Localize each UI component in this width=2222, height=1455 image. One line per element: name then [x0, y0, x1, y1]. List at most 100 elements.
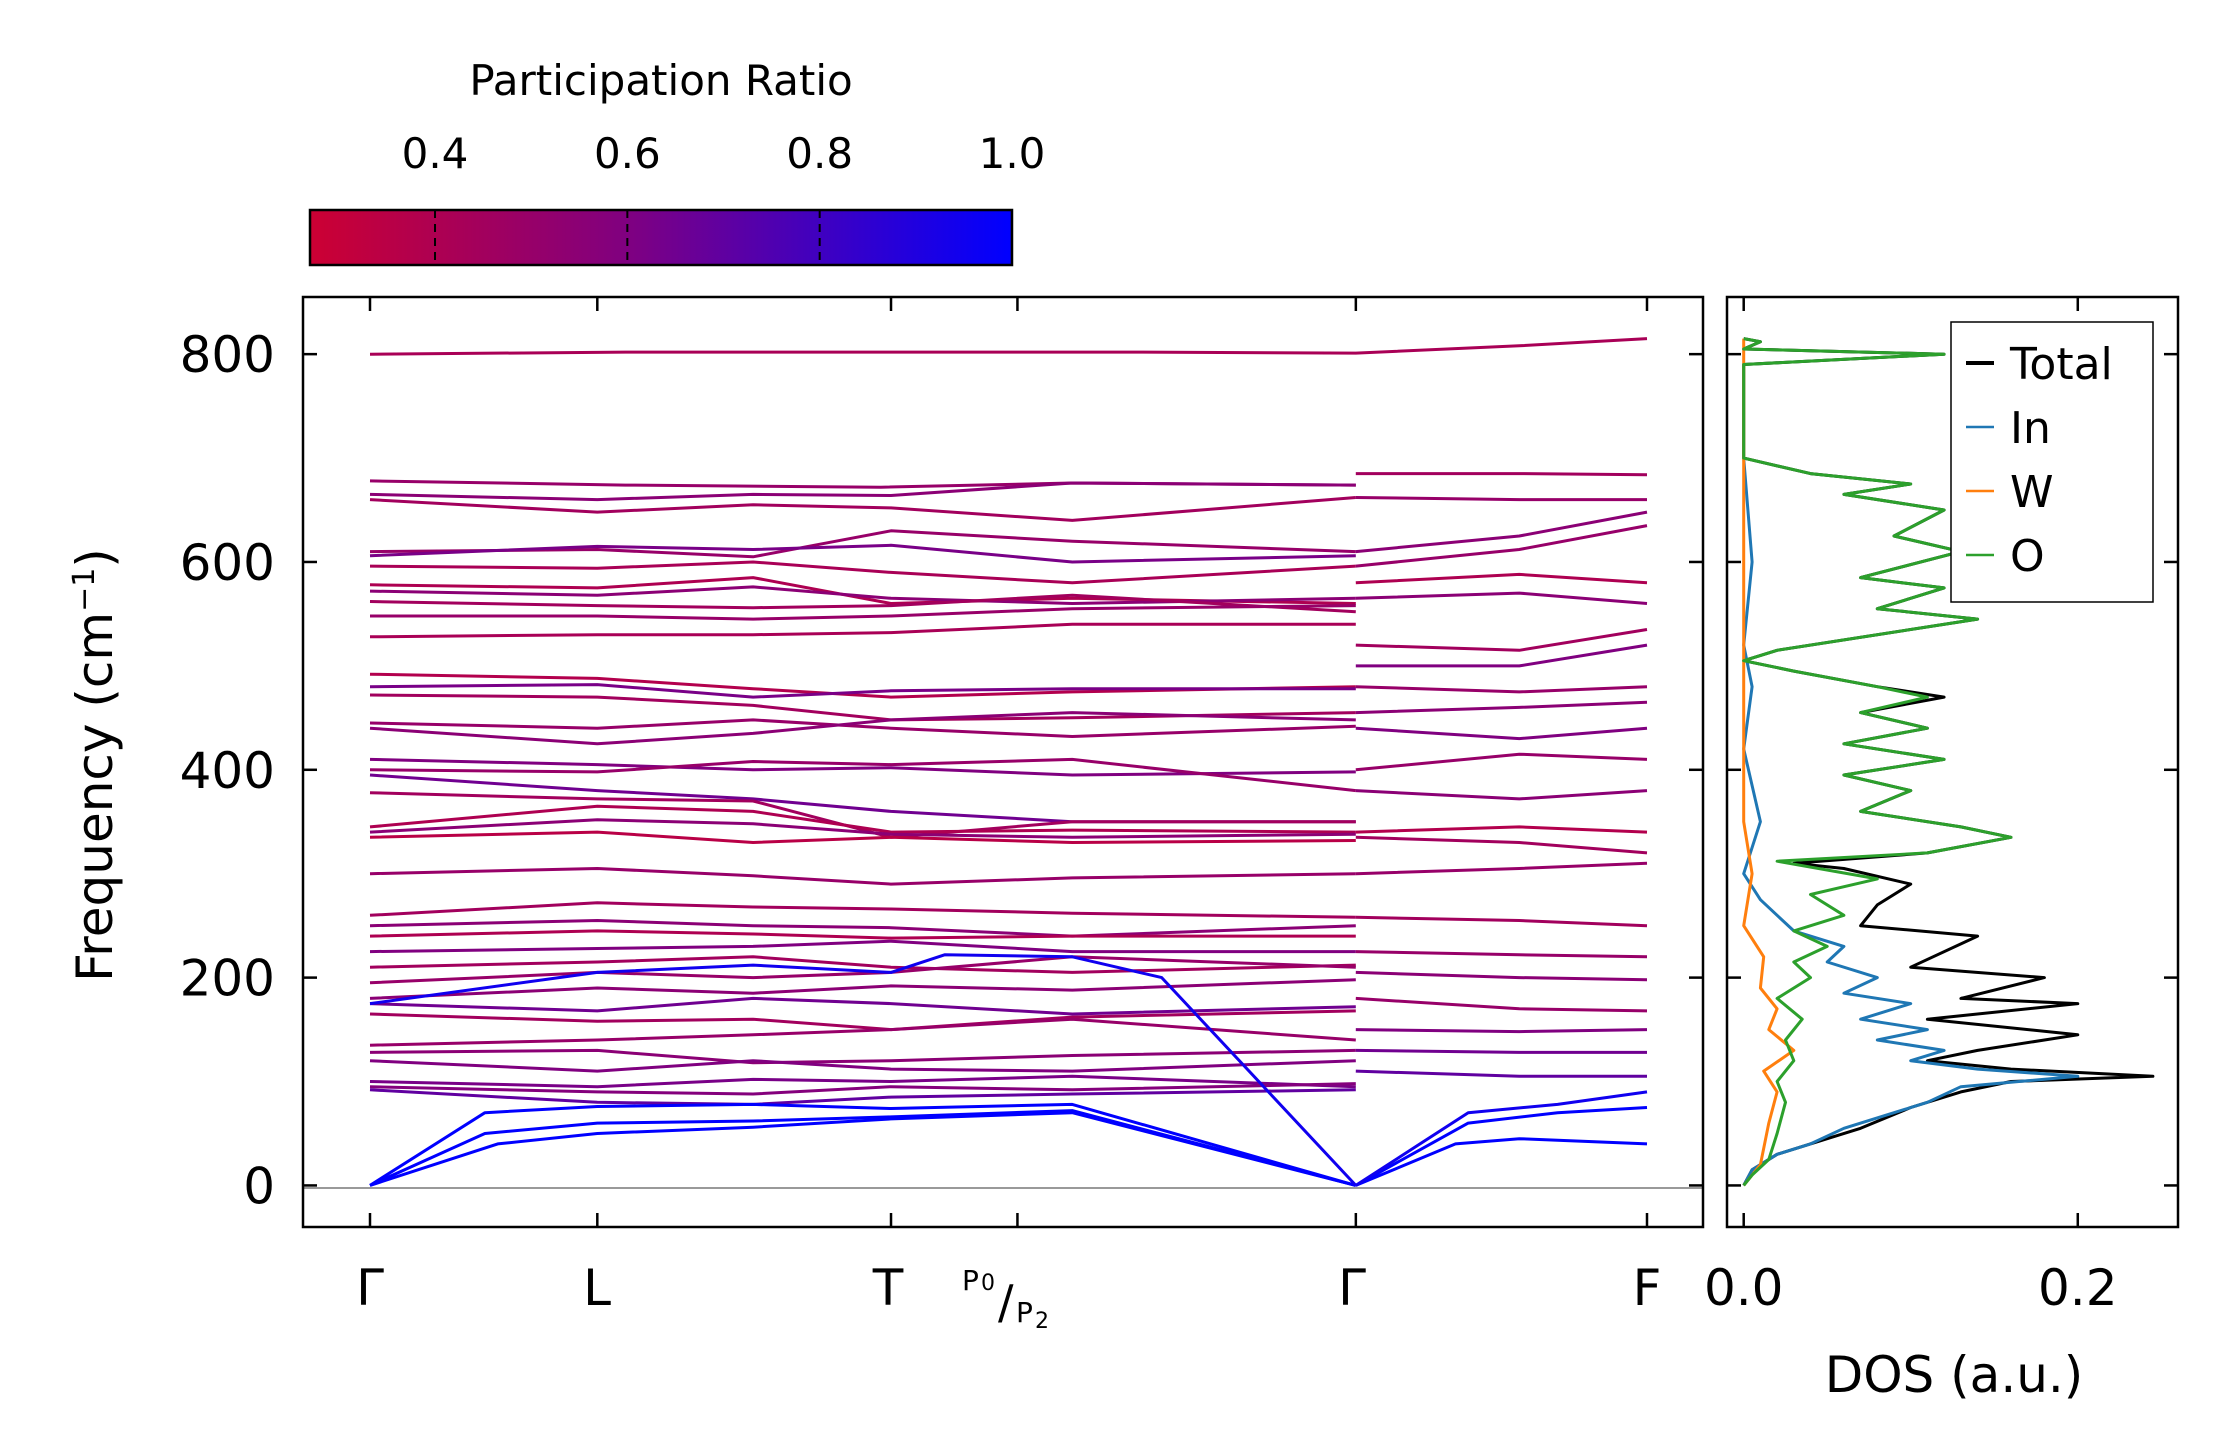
colorbar-ticks: 0.4 0.6 0.8 1.0 — [402, 129, 1046, 265]
dos-x-axis-label: DOS (a.u.) — [1825, 1346, 2084, 1404]
phonon-band — [369, 757, 1356, 777]
legend-label-total: Total — [2009, 339, 2113, 390]
phonon-band — [370, 604, 1356, 621]
phonon-band — [1355, 685, 1648, 694]
phonon-band — [1355, 825, 1648, 834]
phonon-band — [369, 1048, 1356, 1065]
phonon-band — [1355, 496, 1647, 502]
phonon-band — [369, 1088, 1356, 1106]
dos-series-in — [1742, 457, 2080, 1187]
phonon-band — [369, 1109, 1357, 1187]
phonon-band — [369, 1111, 1357, 1187]
phonon-band — [369, 978, 1356, 1000]
dos-panel: 0.0 0.2 DOS (a.u.) Total In WO — [1704, 295, 2180, 1404]
kpath-label-gamma-start: Γ — [356, 1259, 384, 1317]
phonon-band — [369, 1059, 1356, 1073]
phonon-band — [369, 1074, 1356, 1089]
legend-label-in: In — [2010, 403, 2051, 454]
legend-label-o: O — [2010, 531, 2045, 582]
kpath-label-p0-letter: P — [962, 1264, 979, 1297]
phonon-band — [1354, 1090, 1648, 1187]
phonon-band — [369, 955, 1356, 985]
phonon-band — [1355, 628, 1648, 652]
phonon-band — [369, 953, 1357, 1187]
phonon-band — [1355, 861, 1648, 876]
dos-series-w — [1742, 338, 1796, 1187]
phonon-band — [369, 1082, 1356, 1096]
y-tick-label: 800 — [180, 326, 275, 384]
phonon-band — [1355, 950, 1648, 959]
colorbar-gradient — [308, 208, 1014, 267]
phonon-band — [369, 593, 1356, 614]
kpath-label-t: T — [872, 1259, 904, 1317]
phonon-band — [369, 955, 1356, 974]
phonon-band — [1355, 643, 1648, 668]
dos-y-ticks — [1727, 352, 2178, 1187]
phonon-band — [369, 929, 1356, 940]
phonon-band — [1355, 591, 1648, 605]
band-structure-panel: 0 200 400 600 800 Frequency (cm−1) Γ L T P 0… — [66, 295, 1705, 1334]
phonon-band — [1355, 835, 1648, 855]
y-tick-label: 200 — [180, 950, 275, 1008]
phonon-band — [369, 622, 1356, 639]
kpath-label-f: F — [1633, 1259, 1662, 1317]
kpath-labels: Γ L T P 0 / P 2 Γ F — [356, 1259, 1661, 1334]
dos-x-tick-label: 0.0 — [1704, 1259, 1784, 1317]
colorbar-tick-label: 1.0 — [979, 129, 1046, 178]
phonon-band — [369, 585, 1356, 605]
phonon-band — [369, 804, 1356, 834]
phonon-band — [369, 996, 1356, 1016]
phonon-band — [369, 818, 1356, 839]
phonon-band — [1355, 789, 1648, 801]
phonon-band — [369, 1009, 1356, 1032]
phonon-band — [1355, 726, 1648, 741]
kpath-label-p2-sub: 2 — [1035, 1309, 1049, 1334]
y-axis-label: Frequency (cm−1) — [66, 548, 124, 982]
dos-x-tick-label: 0.2 — [2038, 1259, 2118, 1317]
phonon-band — [369, 791, 1356, 839]
y-axis-label-close: ) — [66, 548, 124, 568]
phonon-band — [1355, 915, 1648, 928]
phonon-band — [1355, 1028, 1648, 1034]
phonon-band — [369, 481, 1356, 502]
legend-entries: Total In WO — [1966, 339, 2113, 582]
colorbar: Participation Ratio 0.4 0.6 0.8 1.0 — [308, 56, 1046, 267]
phonon-band — [1355, 524, 1648, 568]
phonon-band — [369, 939, 1356, 954]
phonon-band — [1355, 1048, 1647, 1054]
phonon-band — [1355, 970, 1648, 982]
phonon-band — [369, 757, 1356, 793]
phonon-band — [1355, 700, 1648, 715]
colorbar-tick-label: 0.8 — [786, 129, 853, 178]
kpath-label-p0-sub: 0 — [981, 1271, 995, 1296]
phonon-band — [369, 543, 1356, 564]
phonon-band — [1355, 1069, 1647, 1078]
phonon-band — [1355, 1106, 1648, 1187]
phonon-band — [369, 1102, 1357, 1187]
phonon-band — [369, 1017, 1356, 1047]
colorbar-tick-label: 0.6 — [594, 129, 661, 178]
legend-label-w: W — [2010, 467, 2054, 518]
phonon-band — [1355, 1137, 1648, 1187]
phonon-band — [369, 683, 1356, 699]
kpath-label-l: L — [583, 1259, 611, 1317]
phonon-band — [369, 529, 1356, 559]
dos-x-ticks: 0.0 0.2 — [1704, 297, 2118, 1317]
phonon-band — [1355, 752, 1648, 772]
band-lines — [369, 337, 1648, 1187]
band-frame — [301, 295, 1705, 1229]
kpath-label-slash: / — [998, 1275, 1014, 1329]
kpath-label-p2-letter: P — [1016, 1296, 1033, 1329]
y-tick-label: 0 — [243, 1157, 275, 1215]
phonon-band — [1355, 510, 1648, 554]
kpath-label-gamma: Γ — [1338, 1259, 1366, 1317]
phonon-band — [369, 919, 1356, 938]
phonon-band — [1355, 472, 1648, 477]
phonon-band — [1355, 572, 1648, 585]
phonon-band — [369, 718, 1356, 738]
phonon-band — [369, 496, 1356, 522]
dos-lines — [1742, 337, 2155, 1187]
kpath-label-p0-p2: P 0 / P 2 — [962, 1264, 1049, 1334]
phonon-band — [369, 830, 1356, 844]
